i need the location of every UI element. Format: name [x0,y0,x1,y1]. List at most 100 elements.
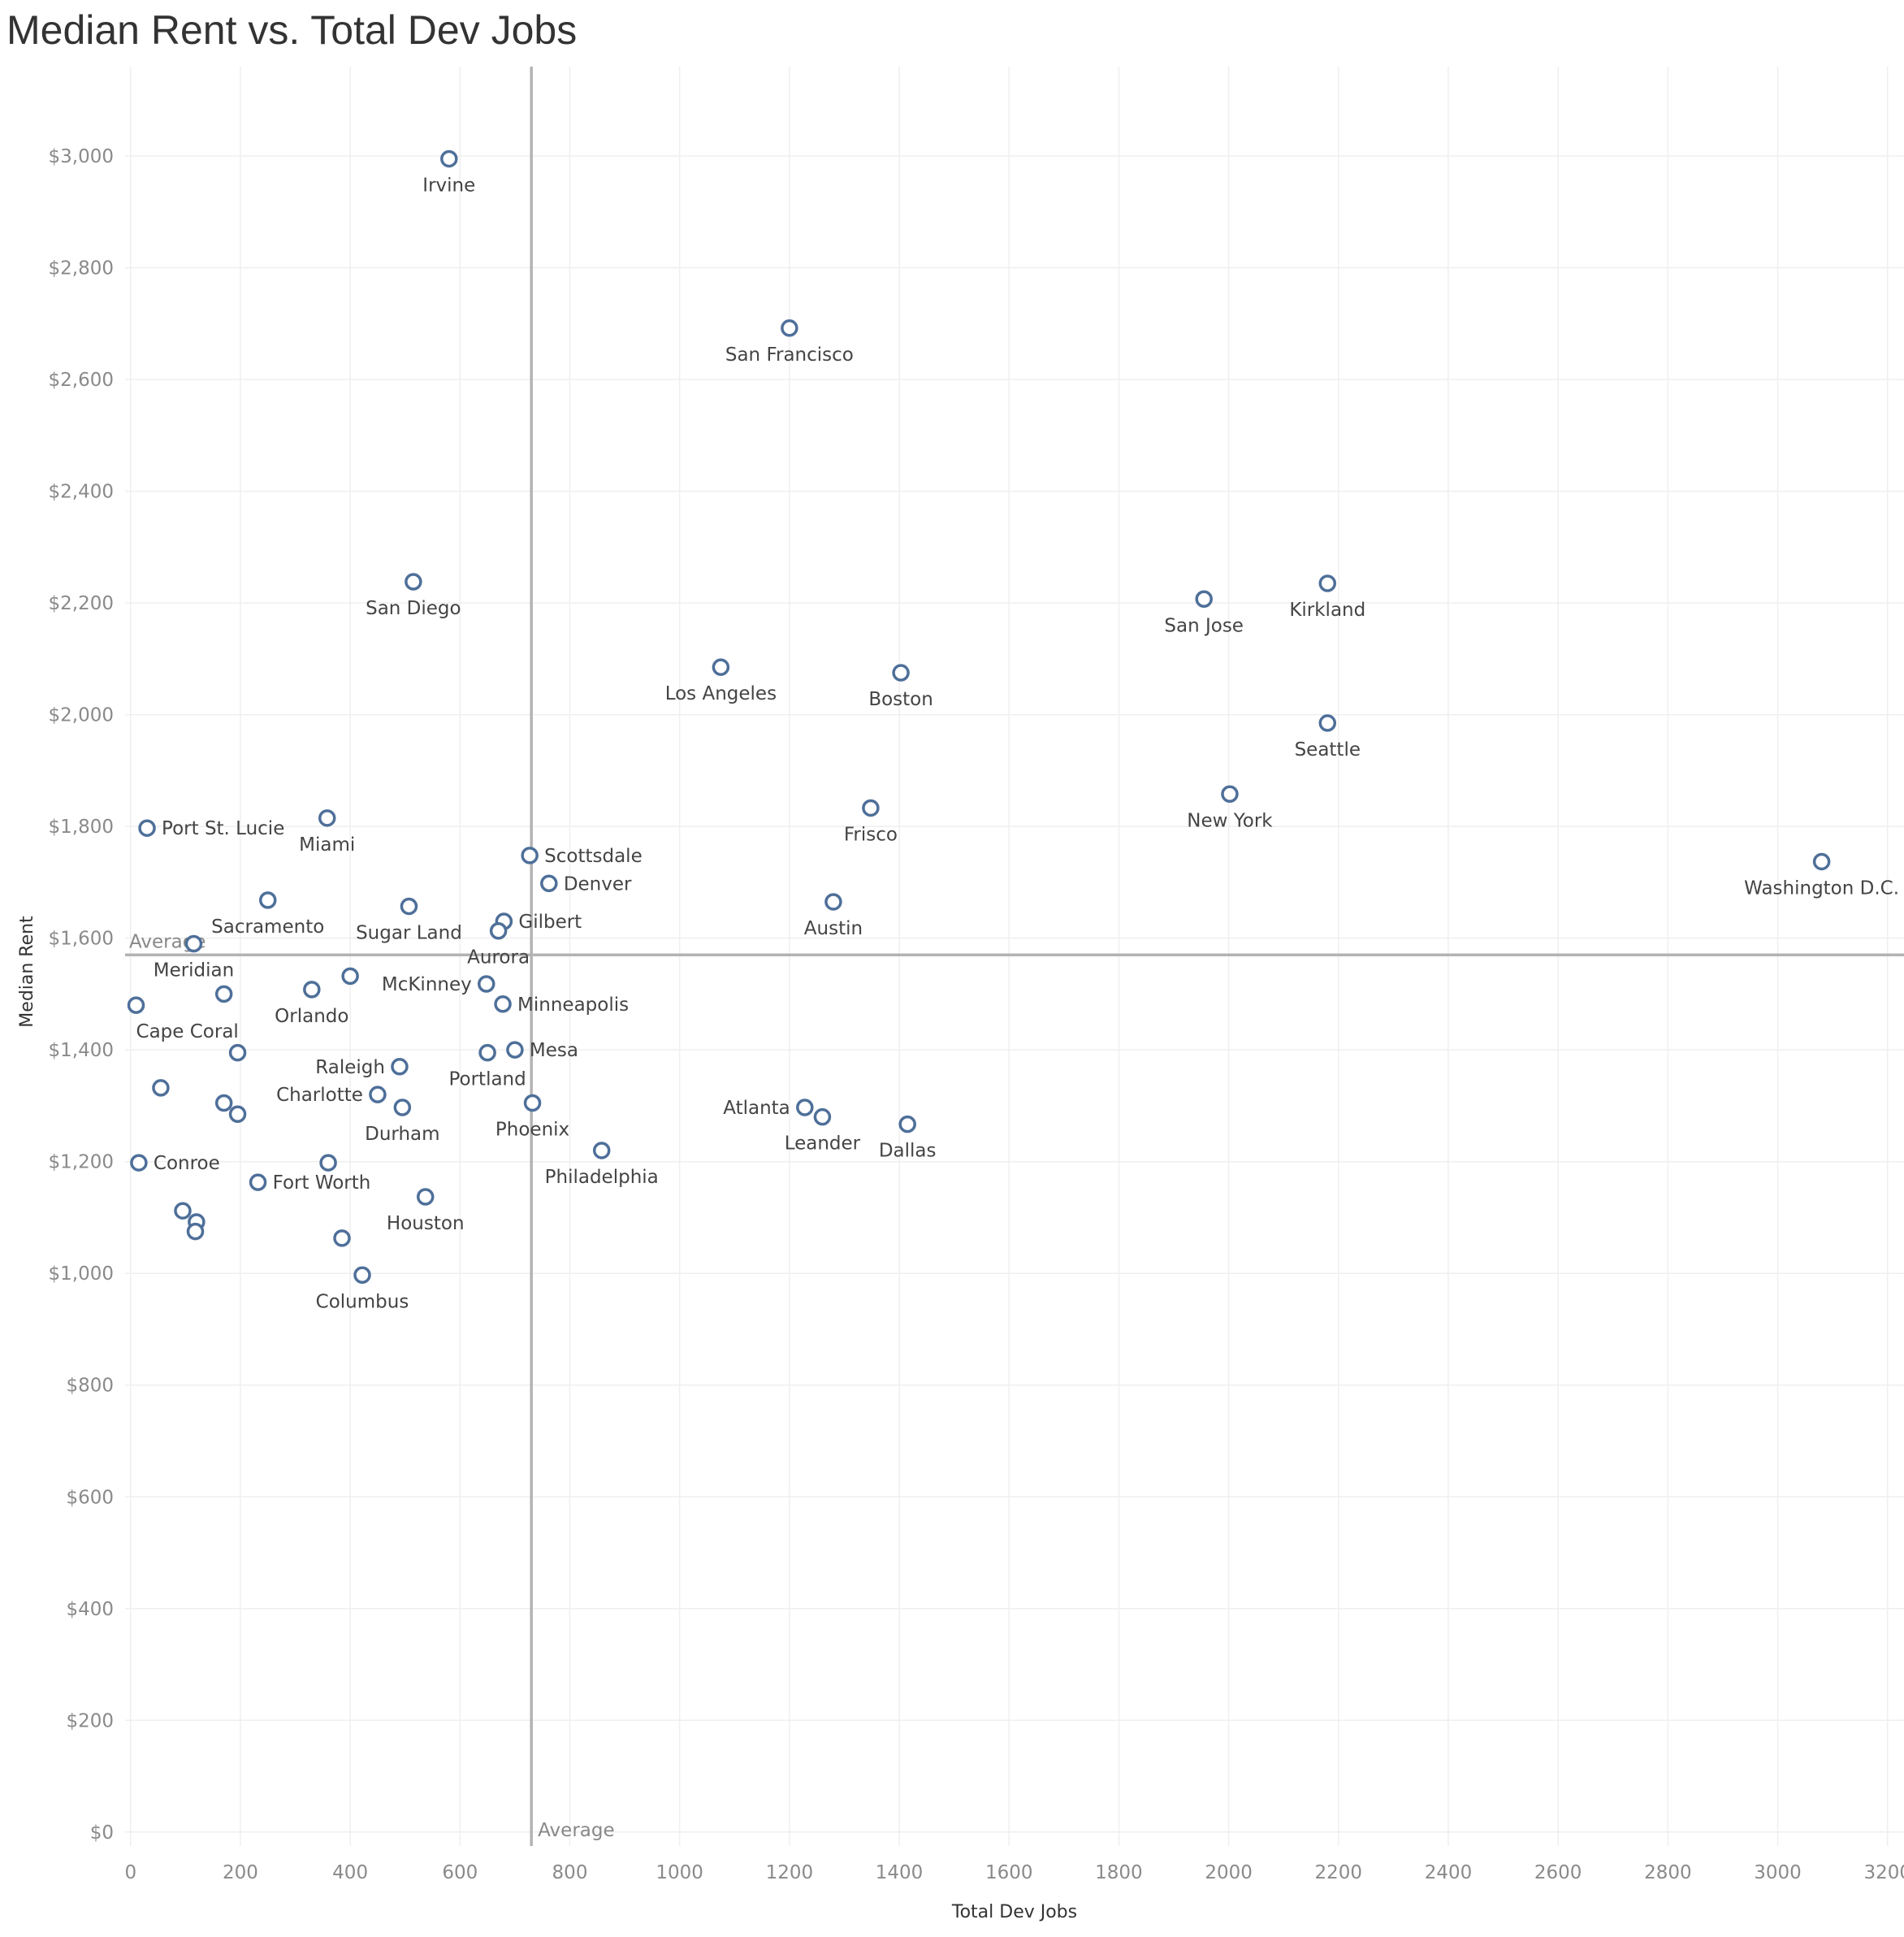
data-point[interactable] [333,1229,351,1247]
y-tick-label: $2,200 [49,593,114,614]
data-point[interactable] [1812,852,1831,871]
point-labels: Irvine San Francisco San Diego San Jose Kirk… [136,175,1900,1312]
x-tick-label: 3000 [1754,1862,1802,1883]
data-point[interactable] [489,921,508,940]
point-label: Phoenix [495,1119,569,1140]
data-point[interactable] [1221,785,1239,804]
point-label: Columbus [316,1291,409,1312]
data-point[interactable] [228,1105,247,1123]
point-label: Fort Worth [273,1172,371,1194]
point-label: Port St. Lucie [162,818,284,839]
point-label: Gilbert [518,912,582,933]
point-label: Dallas [879,1141,937,1162]
data-point[interactable] [416,1188,435,1206]
data-point[interactable] [1318,714,1337,732]
data-point[interactable] [592,1142,611,1159]
data-point[interactable] [393,1098,412,1116]
x-tick-label: 400 [332,1862,368,1883]
point-label: Mesa [530,1040,578,1061]
data-point[interactable] [318,809,336,827]
point-label: Irvine [422,175,475,196]
y-axis-title: Median Rent [17,916,37,1028]
point-label: Orlando [275,1006,348,1027]
data-point[interactable] [353,1266,371,1285]
x-tick-label: 2400 [1425,1862,1473,1883]
point-label: San Francisco [725,344,854,366]
point-label: Sacramento [211,916,324,938]
data-point[interactable] [824,893,842,911]
data-point[interactable] [813,1107,832,1126]
point-label: Houston [387,1213,465,1234]
x-tick-label: 2600 [1534,1862,1582,1883]
data-point[interactable] [249,1173,267,1191]
x-tick-label: 3200 [1863,1862,1904,1883]
data-point[interactable] [506,1041,524,1059]
data-point[interactable] [405,573,422,591]
data-point[interactable] [184,934,203,953]
point-label: Durham [365,1124,439,1145]
data-point[interactable] [400,897,418,916]
point-label: San Jose [1164,615,1244,636]
y-tick-label: $3,000 [49,146,114,167]
y-tick-label: $1,800 [49,817,114,838]
data-point[interactable] [174,1202,192,1220]
data-point[interactable] [478,1043,496,1062]
x-tick-label: 600 [442,1862,478,1883]
x-average-label: Average [538,1820,614,1841]
data-point[interactable] [1318,574,1337,592]
data-point[interactable] [862,799,880,817]
x-tick-label: 0 [124,1862,136,1883]
point-label: Charlotte [276,1085,363,1106]
point-label: Scottsdale [544,846,643,867]
point-label: Denver [564,873,632,895]
data-point[interactable] [127,996,145,1014]
data-point[interactable] [892,664,910,682]
x-tick-label: 1000 [656,1862,703,1883]
y-tick-label: $1,000 [49,1263,114,1285]
y-axis-ticks: $0 $200 $400 $600 $800 $1,000 $1,200 $1,400 $1,6… [49,146,114,1844]
data-point[interactable] [781,319,798,337]
data-point[interactable] [341,967,359,986]
data-point[interactable] [369,1086,387,1103]
point-label: Frisco [844,824,898,845]
y-tick-label: $1,400 [49,1040,114,1061]
point-label: Kirkland [1289,600,1365,621]
point-label: Leander [785,1133,861,1155]
data-point[interactable] [898,1115,916,1133]
x-tick-label: 200 [223,1862,258,1883]
x-tick-label: 800 [552,1862,588,1883]
data-point[interactable] [258,891,277,909]
data-point[interactable] [228,1043,247,1062]
y-tick-label: $1,200 [49,1152,114,1173]
data-point[interactable] [138,819,156,837]
point-label: New York [1187,810,1273,831]
x-tick-label: 2200 [1315,1862,1363,1883]
chart-title: Median Rent vs. Total Dev Jobs [6,7,577,53]
point-label: San Diego [366,598,461,619]
data-point[interactable] [523,1094,542,1112]
data-point[interactable] [712,658,730,676]
data-point[interactable] [391,1058,409,1076]
point-label: Boston [868,689,933,710]
data-point[interactable] [130,1154,148,1172]
data-point[interactable] [540,874,558,893]
data-point[interactable] [796,1098,814,1116]
data-point[interactable] [494,995,512,1013]
data-point[interactable] [152,1079,170,1097]
data-point[interactable] [440,150,458,168]
data-point[interactable] [1195,590,1213,609]
data-point[interactable] [303,981,321,999]
x-tick-label: 1800 [1095,1862,1143,1883]
data-point[interactable] [214,985,233,1003]
data-point[interactable] [214,1094,233,1112]
data-point[interactable] [319,1154,337,1172]
data-point[interactable] [521,847,539,864]
point-label: McKinney [382,974,472,995]
point-label: Philadelphia [545,1167,659,1188]
y-tick-label: $800 [66,1376,114,1397]
y-tick-label: $0 [90,1822,114,1844]
data-point[interactable] [186,1222,205,1241]
x-tick-label: 1600 [985,1862,1033,1883]
data-point[interactable] [478,975,495,993]
